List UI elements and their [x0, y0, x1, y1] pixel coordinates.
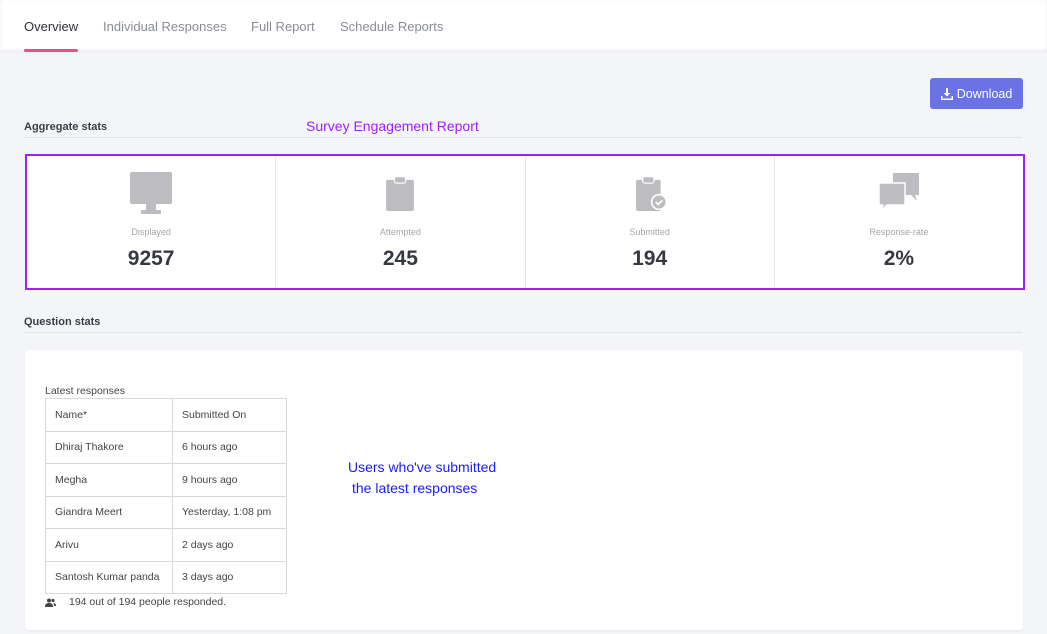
- table-row[interactable]: Giandra Meert Yesterday, 1:08 pm: [45, 495, 287, 529]
- stat-attempted: Attempted 245: [276, 156, 526, 288]
- cell-name: Dhiraj Thakore: [45, 430, 173, 464]
- tab-individual-responses[interactable]: Individual Responses: [103, 19, 227, 34]
- clipboard-icon: [386, 176, 415, 211]
- responded-text: 194 out of 194 people responded.: [69, 596, 227, 608]
- stat-value: 194: [632, 247, 668, 270]
- divider: [24, 332, 1022, 333]
- cell-submitted: 2 days ago: [172, 528, 287, 562]
- table-row[interactable]: Arivu 2 days ago: [45, 528, 287, 562]
- table-row[interactable]: Dhiraj Thakore 6 hours ago: [45, 430, 287, 464]
- stat-label: Response-rate: [869, 227, 929, 237]
- cell-name: Arivu: [45, 528, 173, 562]
- question-stats-card: Latest responses Name* Submitted On Dhira…: [25, 350, 1023, 630]
- tab-schedule-reports[interactable]: Schedule Reports: [340, 19, 444, 34]
- annotation-line: the latest responses: [352, 480, 478, 496]
- stat-value: 245: [382, 247, 418, 270]
- stat-displayed: Displayed 9257: [27, 156, 277, 288]
- users-icon: [45, 598, 56, 607]
- stat-label: Attempted: [379, 227, 421, 237]
- column-header-name: Name*: [45, 398, 173, 432]
- stat-value: 2%: [883, 247, 915, 270]
- cell-submitted: Yesterday, 1:08 pm: [172, 495, 287, 529]
- annotation-line: Users who've submitted: [348, 459, 497, 475]
- cell-submitted: 9 hours ago: [172, 463, 287, 497]
- chat-bubbles-icon: [878, 173, 919, 212]
- question-stats-heading: Question stats: [24, 316, 101, 328]
- annotation-survey-report: Survey Engagement Report: [306, 118, 479, 134]
- tab-bar: Overview Individual Responses Full Repor…: [0, 0, 1047, 52]
- stat-label: Displayed: [131, 227, 171, 237]
- table-row[interactable]: Santosh Kumar panda 3 days ago: [45, 560, 287, 594]
- table-row[interactable]: Megha 9 hours ago: [45, 463, 287, 497]
- cell-submitted: 3 days ago: [172, 560, 287, 594]
- responded-summary: 194 out of 194 people responded.: [45, 596, 226, 608]
- cell-name: Santosh Kumar panda: [45, 560, 173, 594]
- annotation-users: Users who've submitted the latest respon…: [348, 457, 496, 499]
- tab-full-report[interactable]: Full Report: [251, 19, 315, 34]
- latest-responses-title: Latest responses: [45, 385, 125, 397]
- stat-submitted: Submitted 194: [526, 156, 775, 288]
- aggregate-stats-heading: Aggregate stats: [24, 121, 108, 133]
- download-label: Download: [956, 86, 1013, 101]
- cell-name: Giandra Meert: [45, 495, 173, 529]
- divider: [24, 137, 1022, 138]
- cell-name: Megha: [45, 463, 173, 497]
- download-button[interactable]: Download: [930, 78, 1023, 109]
- latest-responses-table: Name* Submitted On Dhiraj Thakore 6 hours …: [45, 398, 287, 594]
- stat-value: 9257: [127, 247, 175, 270]
- column-header-submitted-on: Submitted On: [172, 398, 287, 432]
- monitor-icon: [130, 172, 173, 214]
- download-icon: [940, 87, 953, 100]
- clipboard-check-icon: [635, 176, 667, 211]
- stat-label: Submitted: [629, 227, 670, 237]
- tab-overview[interactable]: Overview: [24, 19, 79, 52]
- aggregate-stats-panel: Displayed 9257 Attempted 245 Submitted 1…: [25, 154, 1025, 290]
- cell-submitted: 6 hours ago: [172, 430, 287, 464]
- stat-response-rate: Response-rate 2%: [775, 156, 1023, 288]
- table-header-row: Name* Submitted On: [45, 398, 287, 432]
